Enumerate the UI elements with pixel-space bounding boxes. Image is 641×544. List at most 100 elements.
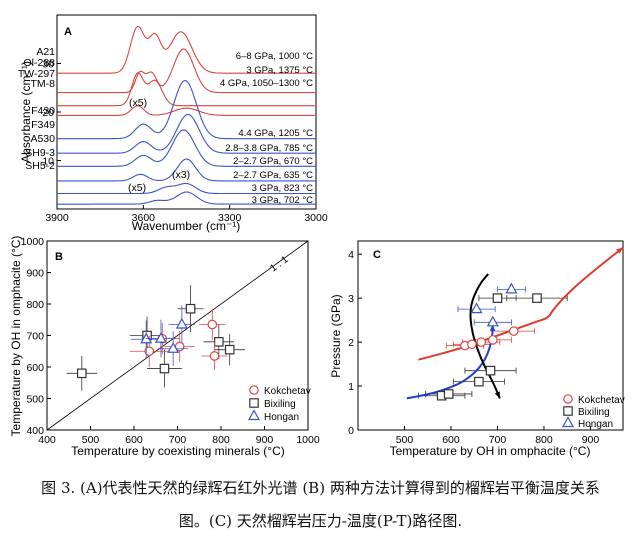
- x-axis-label: Temperature by coexisting minerals (°C): [71, 444, 285, 458]
- panel-b-letter: B: [55, 251, 63, 263]
- x-tick-label: 600: [442, 434, 460, 446]
- condition-label: 4.4 GPa, 1205 °C: [238, 128, 313, 139]
- data-point-kokchetav: [508, 326, 519, 336]
- x-tick-label: 3000: [304, 212, 328, 224]
- pt-path-blue: [406, 324, 494, 400]
- condition-label: 2–2.7 GPa, 635 °C: [233, 170, 313, 181]
- pt-path-red: [418, 246, 624, 361]
- legend-marker-hongan: [561, 416, 575, 428]
- pt-path-arrowhead: [489, 324, 496, 332]
- y-tick-label: 900: [26, 268, 44, 280]
- y-tick-label: 400: [26, 425, 44, 437]
- data-point-bixiling: [492, 293, 503, 303]
- x-tick-label: 500: [82, 434, 100, 446]
- x-tick-label: 3600: [132, 212, 156, 224]
- y-tick-label: 700: [26, 331, 44, 343]
- pt-path-arrowhead: [494, 391, 500, 399]
- condition-label: 3 GPa, 702 °C: [252, 195, 313, 206]
- x-tick-label: 800: [535, 434, 553, 446]
- legend-label: Hongan: [578, 419, 613, 430]
- y-tick-label: 10: [42, 156, 54, 168]
- condition-label: 2.8–3.8 GPa, 785 °C: [225, 143, 313, 154]
- x-axis-label: Temperature by OH in omphacite (°C): [390, 444, 591, 458]
- y-tick-label: 600: [26, 362, 44, 374]
- condition-label: 4 GPa, 1050–1300 °C: [220, 78, 313, 89]
- legend-label: Bixiling: [578, 407, 610, 418]
- y-tick-label: 1: [348, 381, 354, 393]
- panel-c-letter: C: [373, 249, 381, 261]
- data-point-hongan: [505, 282, 518, 294]
- x-tick-label: 500: [396, 434, 414, 446]
- data-point-bixiling: [485, 365, 496, 376]
- data-point-bixiling: [532, 293, 542, 303]
- x-tick-label: 3900: [45, 212, 69, 224]
- series-label: Ol-288: [23, 57, 55, 69]
- y-axis-label: Pressure (GPa): [329, 294, 343, 377]
- legend-marker-bixiling: [249, 398, 259, 408]
- y-axis-label: Absorbance (cm⁻¹): [19, 61, 33, 163]
- series-label: TM-8: [31, 78, 56, 90]
- spectrum-line: [57, 129, 316, 167]
- x-tick-label: 800: [212, 434, 230, 446]
- panel-c-frame: [357, 240, 624, 431]
- data-point-bixiling: [214, 337, 224, 347]
- spectrum-line: [57, 48, 316, 94]
- x-tick-label: 3300: [218, 212, 242, 224]
- legend-marker-kokchetav: [249, 385, 259, 395]
- data-point-bixiling: [185, 303, 196, 314]
- y-tick-label: 0: [348, 425, 354, 437]
- spectrum-line: [57, 113, 316, 154]
- one-to-one-line: [46, 240, 309, 431]
- legend-label: Hongan: [264, 412, 299, 423]
- y-tick-label: 1000: [21, 236, 45, 248]
- data-point-kokchetav: [476, 337, 487, 347]
- series-label: A21: [36, 46, 55, 58]
- data-point-bixiling: [474, 376, 484, 387]
- panel-a: 3900 3600 3300 3000 10 20 30 A Wavenumber (cm⁻¹)…: [18, 14, 328, 233]
- panel-a-letter: A: [64, 26, 72, 38]
- condition-label: 2–2.7 GPa, 670 °C: [233, 156, 313, 167]
- spectrum-line: [57, 182, 316, 195]
- series-label: TW-297: [18, 68, 55, 80]
- spectrum-line: [57, 25, 316, 74]
- spectrum-line: [57, 79, 316, 140]
- x-tick-label: 400: [38, 434, 56, 446]
- series-label: A530: [30, 133, 55, 145]
- pt-path-arrowhead: [616, 247, 623, 254]
- data-point-kokchetav: [144, 346, 155, 357]
- legend-marker-kokchetav: [563, 394, 573, 404]
- data-point-kokchetav: [467, 339, 477, 350]
- panel-b: 400 500 600 700 800 900 1000 400 500 600 700 800 900…: [9, 236, 320, 458]
- caption-line-1: 图 3. (A)代表性天然的绿辉石红外光谱 (B) 两种方法计算得到的榴辉岩平衡…: [41, 479, 600, 497]
- one-to-one-label: 1 : 1: [268, 254, 291, 275]
- series-label: F349: [31, 119, 55, 131]
- legend-label: Kokchetav: [264, 386, 311, 397]
- condition-label: 6–8 GPa, 1000 °C: [236, 51, 313, 62]
- x-axis-label: Wavenumber (cm⁻¹): [132, 219, 241, 233]
- data-point-hongan: [167, 341, 180, 353]
- x-tick-label: 900: [582, 434, 600, 446]
- condition-label: 3 GPa, 1375 °C: [246, 65, 313, 76]
- y-axis-label: Temperature by OH in omphacite (°C): [9, 236, 23, 437]
- spectrum-line: [57, 158, 316, 182]
- spectrum-line: [57, 105, 316, 116]
- series-label: SH5-2: [25, 160, 55, 172]
- y-tick-label: 4: [348, 249, 354, 261]
- legend-marker-bixiling: [563, 406, 573, 416]
- condition-label: 3 GPa, 823 °C: [252, 183, 313, 194]
- legend-label: Kokchetav: [578, 395, 625, 406]
- data-point-hongan: [175, 317, 188, 329]
- data-point-hongan: [470, 302, 483, 314]
- data-point-bixiling: [224, 344, 235, 355]
- data-point-bixiling: [443, 389, 454, 399]
- data-point-kokchetav: [207, 319, 218, 330]
- data-point-hongan: [486, 315, 499, 327]
- legend-marker-hongan: [247, 409, 261, 421]
- y-tick-label: 3: [348, 293, 354, 305]
- x-tick-label: 700: [489, 434, 507, 446]
- data-point-bixiling: [159, 363, 170, 374]
- panel-c: 500 600 700 800 900 0 1 2 3 4 C Temperature by OH i…: [329, 240, 625, 458]
- scale-annotation: (x5): [128, 182, 146, 194]
- spectrum-line: [57, 191, 316, 205]
